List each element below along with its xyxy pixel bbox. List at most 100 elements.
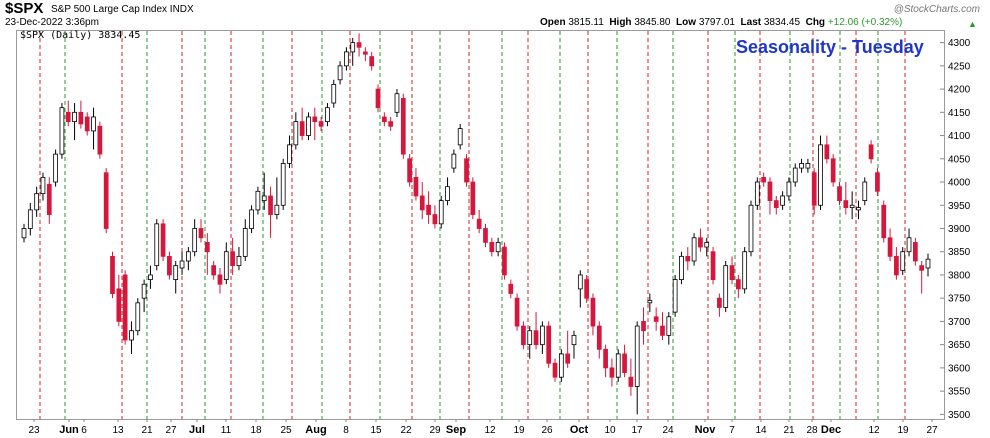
candle-body [641, 321, 646, 332]
candle-body [160, 223, 166, 257]
y-tick-label: 3900 [948, 224, 971, 235]
x-tick-label: Aug [305, 424, 326, 436]
candle-body [735, 279, 741, 290]
candle-body [72, 111, 77, 123]
candle-body [502, 246, 507, 276]
y-tick-label: 3500 [948, 410, 971, 421]
candle-body [634, 325, 640, 387]
candle-body [483, 228, 488, 243]
candle-body [773, 200, 779, 208]
candle-body [287, 144, 292, 164]
y-tick-label: 4250 [948, 61, 971, 72]
candle-body [514, 297, 520, 327]
candle-body [217, 274, 223, 285]
candle-body [609, 367, 615, 378]
candle-body [84, 116, 90, 132]
candle-body [141, 283, 147, 299]
candle-body [457, 128, 463, 146]
candle-body [590, 297, 596, 327]
candle-body [596, 325, 602, 350]
candle-body [881, 204, 887, 239]
y-tick-label: 3850 [948, 247, 971, 258]
candle-body [603, 348, 608, 369]
x-tick-label: 10 [604, 425, 616, 436]
candle-body [116, 288, 122, 322]
candle-body [103, 172, 109, 229]
open-value: 3815.11 [568, 17, 604, 28]
candle-body [919, 265, 925, 271]
candle-body [830, 158, 836, 183]
candle-body [887, 237, 893, 257]
candle-body [660, 325, 665, 336]
x-tick-label: 27 [165, 425, 177, 436]
candle-body [407, 158, 412, 183]
candle-body [849, 204, 855, 208]
y-tick-label: 4100 [948, 131, 971, 142]
instrument-name: S&P 500 Large Cap Index INDX [51, 4, 194, 15]
candle-body [110, 255, 115, 294]
candle-body [811, 172, 817, 206]
y-tick-label: 3750 [948, 294, 971, 305]
candle-body [78, 111, 84, 125]
candle-body [464, 158, 469, 183]
candle-body [647, 300, 653, 304]
y-tick-label: 3800 [948, 270, 971, 281]
candle-body [445, 186, 450, 202]
candle-body [925, 258, 931, 269]
candle-body [192, 228, 198, 253]
candle-body [679, 255, 684, 280]
x-tick-label: 22 [400, 425, 412, 436]
up-arrow-icon: ▲ [968, 19, 977, 29]
candle-body [268, 195, 273, 215]
candle-body [805, 163, 811, 169]
candle-body [521, 325, 526, 346]
candle-body [527, 330, 533, 346]
candle-body [470, 181, 476, 215]
candle-body [242, 228, 248, 257]
candle-body [571, 334, 577, 346]
x-tick-label: 15 [370, 425, 382, 436]
candle-body [27, 209, 33, 229]
timestamp: 23-Dec-2022 3:36pm [5, 17, 99, 28]
candle-body [236, 255, 242, 267]
x-tick-label: 29 [429, 425, 441, 436]
y-tick-label: 4150 [948, 108, 971, 119]
candle-body [249, 209, 254, 229]
y-tick-label: 3950 [948, 201, 971, 212]
candle-body [577, 274, 583, 290]
candle-body [356, 42, 362, 48]
candle-body [476, 218, 482, 229]
x-tick-label: 19 [897, 425, 909, 436]
candle-body [306, 116, 311, 136]
candle-body [426, 204, 431, 215]
candle-body [186, 251, 191, 262]
candle-body [837, 186, 842, 202]
y-tick-label: 3550 [948, 387, 971, 398]
candle-body [394, 93, 400, 113]
candle-body [786, 181, 792, 197]
x-tick-label: Nov [695, 424, 717, 436]
candle-body [761, 176, 766, 183]
candle-body [912, 242, 918, 262]
candle-body [375, 88, 381, 109]
candle-body [40, 176, 46, 195]
candle-body [508, 283, 514, 294]
candle-body [489, 242, 495, 253]
candle-body [438, 200, 444, 225]
candle-body [799, 163, 804, 169]
candle-body [558, 353, 564, 378]
x-tick-label: Dec [821, 424, 841, 436]
x-tick-label: 24 [662, 425, 674, 436]
series-legend: $SPX (Daily) 3834.45 [20, 30, 141, 41]
x-tick-label: 25 [280, 425, 292, 436]
candle-body [729, 265, 735, 280]
candle-body [628, 376, 634, 387]
symbol-title: $SPX [5, 0, 44, 17]
candle-body [318, 121, 324, 127]
plot-area [16, 30, 945, 420]
x-tick-label: 11 [221, 425, 232, 436]
x-tick-label: 17 [631, 425, 643, 436]
x-tick-label: 27 [926, 425, 938, 436]
candle-body [261, 195, 267, 202]
